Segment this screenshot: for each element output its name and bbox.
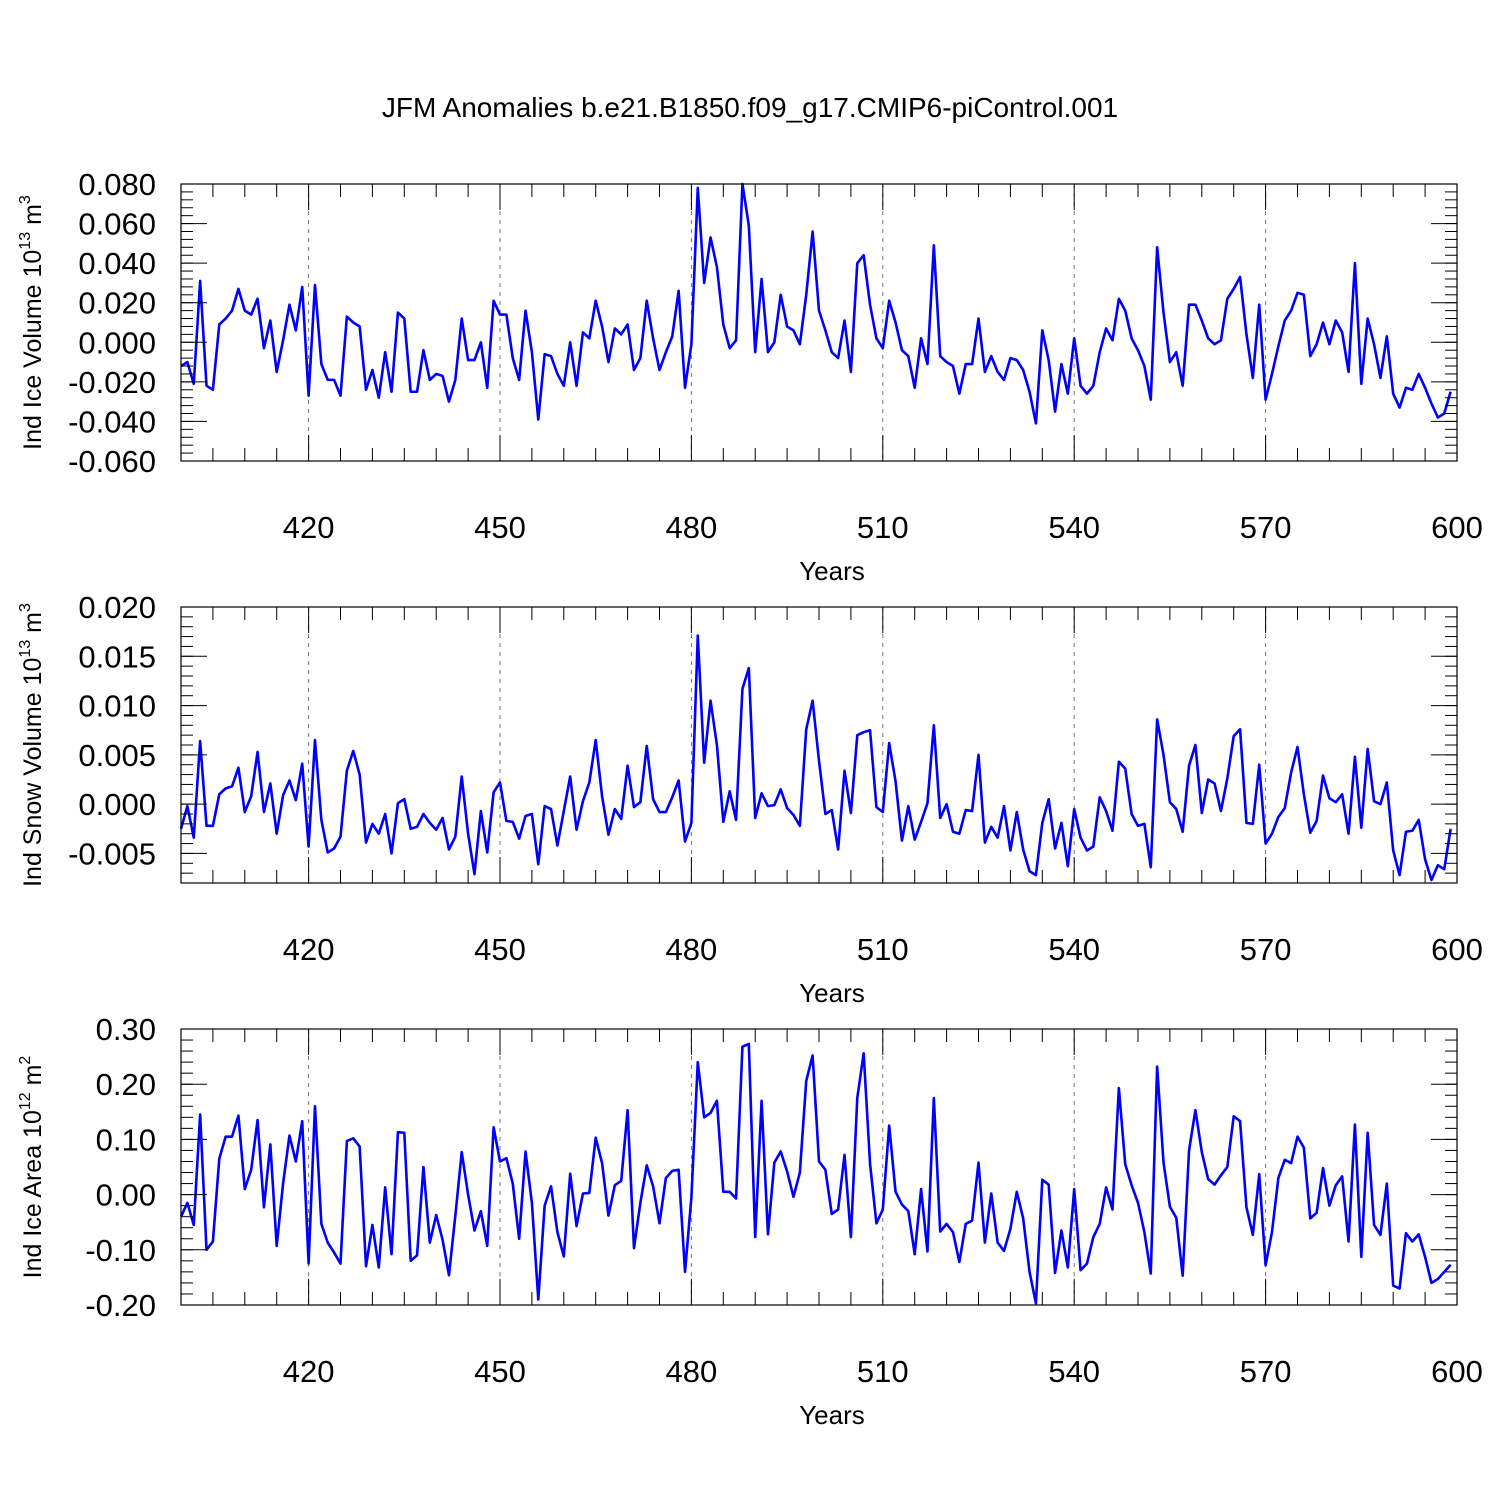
- y-tick-label: 0.020: [78, 286, 156, 321]
- x-tick-label: 450: [474, 510, 526, 545]
- y-axis-label-superscript: 3: [17, 603, 34, 612]
- x-tick-label: 480: [666, 1354, 718, 1389]
- x-tick-label: 540: [1048, 1354, 1100, 1389]
- y-axis-label-superscript: 13: [17, 232, 34, 250]
- y-tick-label: 0.020: [78, 590, 156, 625]
- x-tick-label: 450: [474, 1354, 526, 1389]
- y-tick-label: -0.10: [85, 1233, 156, 1268]
- y-tick-label: 0.000: [78, 325, 156, 360]
- y-tick-label: -0.040: [68, 404, 156, 439]
- y-tick-label: -0.020: [68, 365, 156, 400]
- panel-snow-volume: 420 450 480 510 540 570 600 0.020 0.015 0.010 0.00…: [17, 590, 1483, 1008]
- x-tick-label: 570: [1240, 932, 1292, 967]
- y-tick-label: 0.060: [78, 207, 156, 242]
- figure-title: JFM Anomalies b.e21.B1850.f09_g17.CMIP6-…: [381, 92, 1119, 123]
- y-axis-label-superscript: 13: [17, 640, 34, 658]
- y-axis-label: Ind Ice Area 1012 m2: [17, 1056, 47, 1279]
- x-tick-label: 510: [857, 510, 909, 545]
- y-tick-label: 0.00: [96, 1178, 156, 1213]
- x-tick-label: 480: [666, 510, 718, 545]
- y-axis-label-part: Ind Snow Volume 10: [19, 658, 47, 887]
- y-axis-label-part: m: [19, 204, 47, 232]
- y-tick-label: 0.080: [78, 167, 156, 202]
- y-tick-label: -0.060: [68, 444, 156, 479]
- panel-ice-area: 420 450 480 510 540 570 600 0.30 0.20 0.10 0.00 -0.…: [17, 1012, 1483, 1430]
- y-axis-label: Ind Snow Volume 1013 m3: [17, 603, 47, 887]
- series-line: [180, 182, 1452, 425]
- y-axis-label-superscript: 12: [17, 1092, 34, 1110]
- y-tick-label: 0.010: [78, 689, 156, 724]
- x-tick-label: 540: [1048, 932, 1100, 967]
- panel-ice-volume: 420 450 480 510 540 570 600 0.080 0.060 0.040 0.02…: [17, 167, 1483, 586]
- y-tick-label: 0.015: [78, 639, 156, 674]
- x-tick-label: 600: [1431, 1354, 1483, 1389]
- x-tick-label: 450: [474, 932, 526, 967]
- series-line: [179, 1042, 1452, 1305]
- x-tick-label: 540: [1048, 510, 1100, 545]
- x-axis-label: Years: [799, 556, 865, 586]
- x-axis-label: Years: [799, 978, 865, 1008]
- y-tick-label: 0.005: [78, 738, 156, 773]
- y-tick-label: 0.040: [78, 246, 156, 281]
- x-tick-label: 420: [283, 1354, 335, 1389]
- y-axis-label-part: Ind Ice Area 10: [19, 1110, 47, 1278]
- y-axis-label-superscript: 2: [17, 1056, 34, 1065]
- y-axis-label-part: Ind Ice Volume 10: [19, 250, 47, 450]
- y-tick-label: 0.10: [96, 1122, 156, 1157]
- x-tick-label: 510: [857, 932, 909, 967]
- x-tick-label: 420: [283, 510, 335, 545]
- x-tick-label: 480: [666, 932, 718, 967]
- y-tick-label: -0.005: [68, 836, 156, 871]
- y-tick-label: 0.30: [96, 1012, 156, 1047]
- y-tick-label: -0.20: [85, 1288, 156, 1323]
- x-tick-label: 420: [283, 932, 335, 967]
- x-tick-label: 570: [1240, 510, 1292, 545]
- x-tick-label: 600: [1431, 932, 1483, 967]
- x-tick-label: 510: [857, 1354, 909, 1389]
- series-line: [179, 634, 1452, 882]
- x-tick-label: 570: [1240, 1354, 1292, 1389]
- y-tick-label: 0.000: [78, 787, 156, 822]
- x-axis-label: Years: [799, 1400, 865, 1430]
- y-tick-label: 0.20: [96, 1067, 156, 1102]
- y-axis-label-part: m: [19, 1065, 47, 1093]
- y-axis-label-superscript: 3: [17, 195, 34, 204]
- x-tick-label: 600: [1431, 510, 1483, 545]
- y-axis-label-part: m: [19, 612, 47, 640]
- y-axis-label: Ind Ice Volume 1013 m3: [17, 195, 47, 450]
